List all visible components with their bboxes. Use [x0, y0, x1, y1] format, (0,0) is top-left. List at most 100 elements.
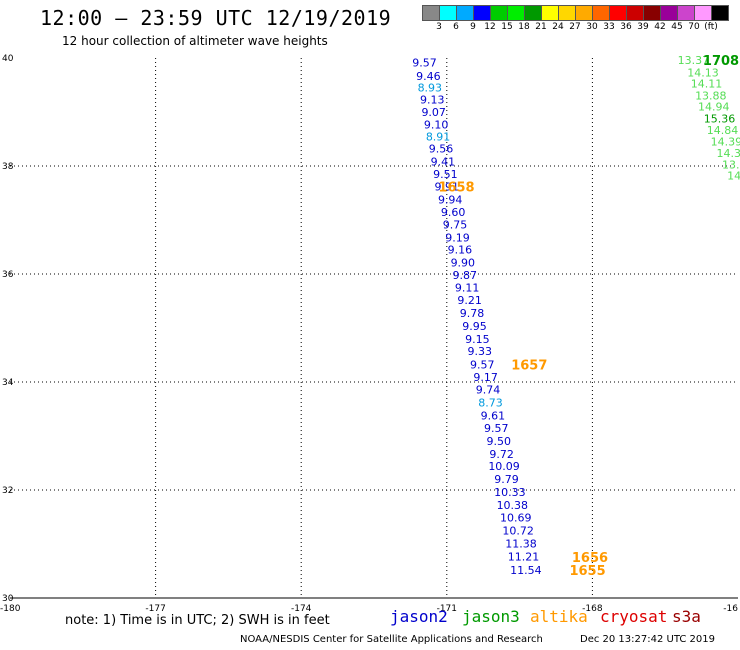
legend-item-altika: altika — [530, 607, 588, 626]
swh-value-label: 14.13 — [687, 67, 719, 80]
color-scale-label: 70 — [688, 22, 700, 32]
swh-value-label: 9.91 — [435, 181, 460, 194]
swh-value-label: 9.10 — [424, 118, 449, 131]
swh-value-label: 9.79 — [494, 473, 519, 486]
color-scale-label: 30 — [586, 22, 598, 32]
swh-value-label: 9.19 — [445, 231, 470, 244]
color-scale-label: 45 — [671, 22, 683, 32]
color-scale-label: 6 — [453, 22, 459, 32]
swh-value-label: 9.57 — [470, 359, 495, 372]
pass-time-label: 1658 — [438, 181, 474, 196]
y-tick-label: 34 — [2, 378, 14, 388]
x-tick-label: -16 — [723, 604, 738, 614]
swh-value-label: 9.07 — [421, 106, 446, 119]
y-tick-label: 36 — [2, 270, 14, 280]
swh-value-label: 9.51 — [433, 168, 458, 181]
color-scale — [422, 5, 729, 21]
swh-value-label: 9.11 — [455, 282, 480, 295]
swh-value-label: 9.60 — [441, 206, 466, 219]
y-tick-label: 32 — [2, 486, 13, 496]
swh-value-label: 9.21 — [457, 294, 482, 307]
swh-value-label: 10.69 — [500, 512, 532, 525]
x-tick-label: -168 — [582, 604, 603, 614]
swh-value-label: 9.15 — [465, 333, 490, 346]
swh-value-label: 9.72 — [489, 448, 514, 461]
swh-value-label: 9.57 — [484, 422, 509, 435]
chart-points: 9.579.468.939.139.079.108.919.569.419.51… — [412, 54, 740, 579]
swh-value-label: 14.11 — [691, 77, 723, 90]
swh-value-label: 14 — [727, 170, 740, 183]
color-scale-label: 15 — [501, 22, 513, 32]
swh-value-label: 9.13 — [420, 94, 445, 107]
swh-value-label: 10.38 — [497, 499, 529, 512]
legend-item-jason2: jason2 — [390, 607, 448, 626]
footer-note: note: 1) Time is in UTC; 2) SWH is in fe… — [65, 613, 330, 628]
y-tick-label: 40 — [2, 54, 14, 64]
swh-value-label: 15.36 — [704, 112, 736, 125]
swh-value-label: 13.88 — [695, 89, 727, 102]
color-scale-label: 21 — [535, 22, 547, 32]
color-swatch — [711, 5, 729, 21]
x-tick-label: -174 — [291, 604, 312, 614]
color-scale-label: 36 — [620, 22, 632, 32]
swh-value-label: 9.57 — [412, 56, 437, 69]
pass-time-label: 1657 — [511, 359, 547, 374]
pass-time-label: 1656 — [572, 551, 608, 566]
x-tick-label: -171 — [437, 604, 457, 614]
swh-value-label: 9.74 — [476, 384, 501, 397]
swh-value-label: 9.41 — [431, 156, 456, 169]
x-tick-label: -177 — [145, 604, 165, 614]
color-scale-label: 24 — [552, 22, 564, 32]
swh-value-label: 9.56 — [429, 143, 454, 156]
pass-time-label: 1655 — [569, 564, 605, 579]
swh-value-label: 9.16 — [448, 244, 473, 257]
generated-timestamp: Dec 20 13:27:42 UTC 2019 — [580, 634, 715, 645]
swh-value-label: 13. — [722, 158, 740, 171]
swh-value-label: 14.39 — [711, 136, 740, 149]
chart-axes: -180 -177 -174 -171 -168 -16 30 32 34 36 38 40 — [0, 54, 738, 614]
swh-value-label: 14.84 — [707, 124, 739, 137]
swh-value-label: 8.91 — [426, 130, 451, 143]
swh-value-label: 8.73 — [478, 397, 503, 410]
swh-value-label: 14.3 — [717, 147, 740, 160]
swh-value-label: 11.54 — [510, 564, 542, 577]
color-scale-label: (ft) — [704, 22, 718, 32]
color-scale-label: 18 — [518, 22, 530, 32]
swh-value-label: 13.37 — [678, 54, 710, 67]
chart-title: 12:00 – 23:59 UTC 12/19/2019 — [40, 6, 392, 30]
color-scale-label: 33 — [603, 22, 615, 32]
swh-value-label: 10.09 — [488, 460, 520, 473]
swh-value-label: 9.75 — [443, 218, 468, 231]
y-tick-label: 38 — [2, 162, 14, 172]
y-tick-label: 30 — [2, 594, 14, 604]
color-scale-label: 27 — [569, 22, 581, 32]
swh-value-label: 14.94 — [698, 101, 730, 114]
color-scale-label: 42 — [654, 22, 666, 32]
chart-subtitle: 12 hour collection of altimeter wave hei… — [62, 34, 328, 48]
x-tick-label: -180 — [0, 604, 21, 614]
pass-time-label: 1708 — [703, 54, 739, 69]
color-scale-label: 12 — [484, 22, 496, 32]
legend-item-jason3: jason3 — [462, 607, 520, 626]
swh-value-label: 8.93 — [418, 82, 443, 95]
swh-value-label: 10.33 — [494, 486, 526, 499]
swh-value-label: 9.95 — [462, 320, 487, 333]
swh-value-label: 9.46 — [416, 70, 441, 83]
swh-value-label: 11.21 — [508, 550, 540, 563]
swh-value-label: 9.87 — [453, 269, 478, 282]
color-scale-label: 9 — [470, 22, 476, 32]
swh-value-label: 9.33 — [468, 345, 493, 358]
legend-item-cryosat: cryosat — [600, 607, 668, 626]
chart-grid — [10, 58, 738, 598]
swh-value-label: 9.90 — [451, 257, 476, 270]
swh-value-label: 11.38 — [505, 537, 537, 550]
color-scale-label: 3 — [436, 22, 442, 32]
legend-item-s3a: s3a — [672, 607, 701, 626]
swh-value-label: 9.78 — [460, 307, 485, 320]
swh-value-label: 9.17 — [473, 371, 498, 384]
color-scale-label: 39 — [637, 22, 649, 32]
swh-value-label: 9.61 — [481, 409, 506, 422]
swh-value-label: 9.94 — [438, 193, 463, 206]
swh-value-label: 9.50 — [486, 435, 511, 448]
